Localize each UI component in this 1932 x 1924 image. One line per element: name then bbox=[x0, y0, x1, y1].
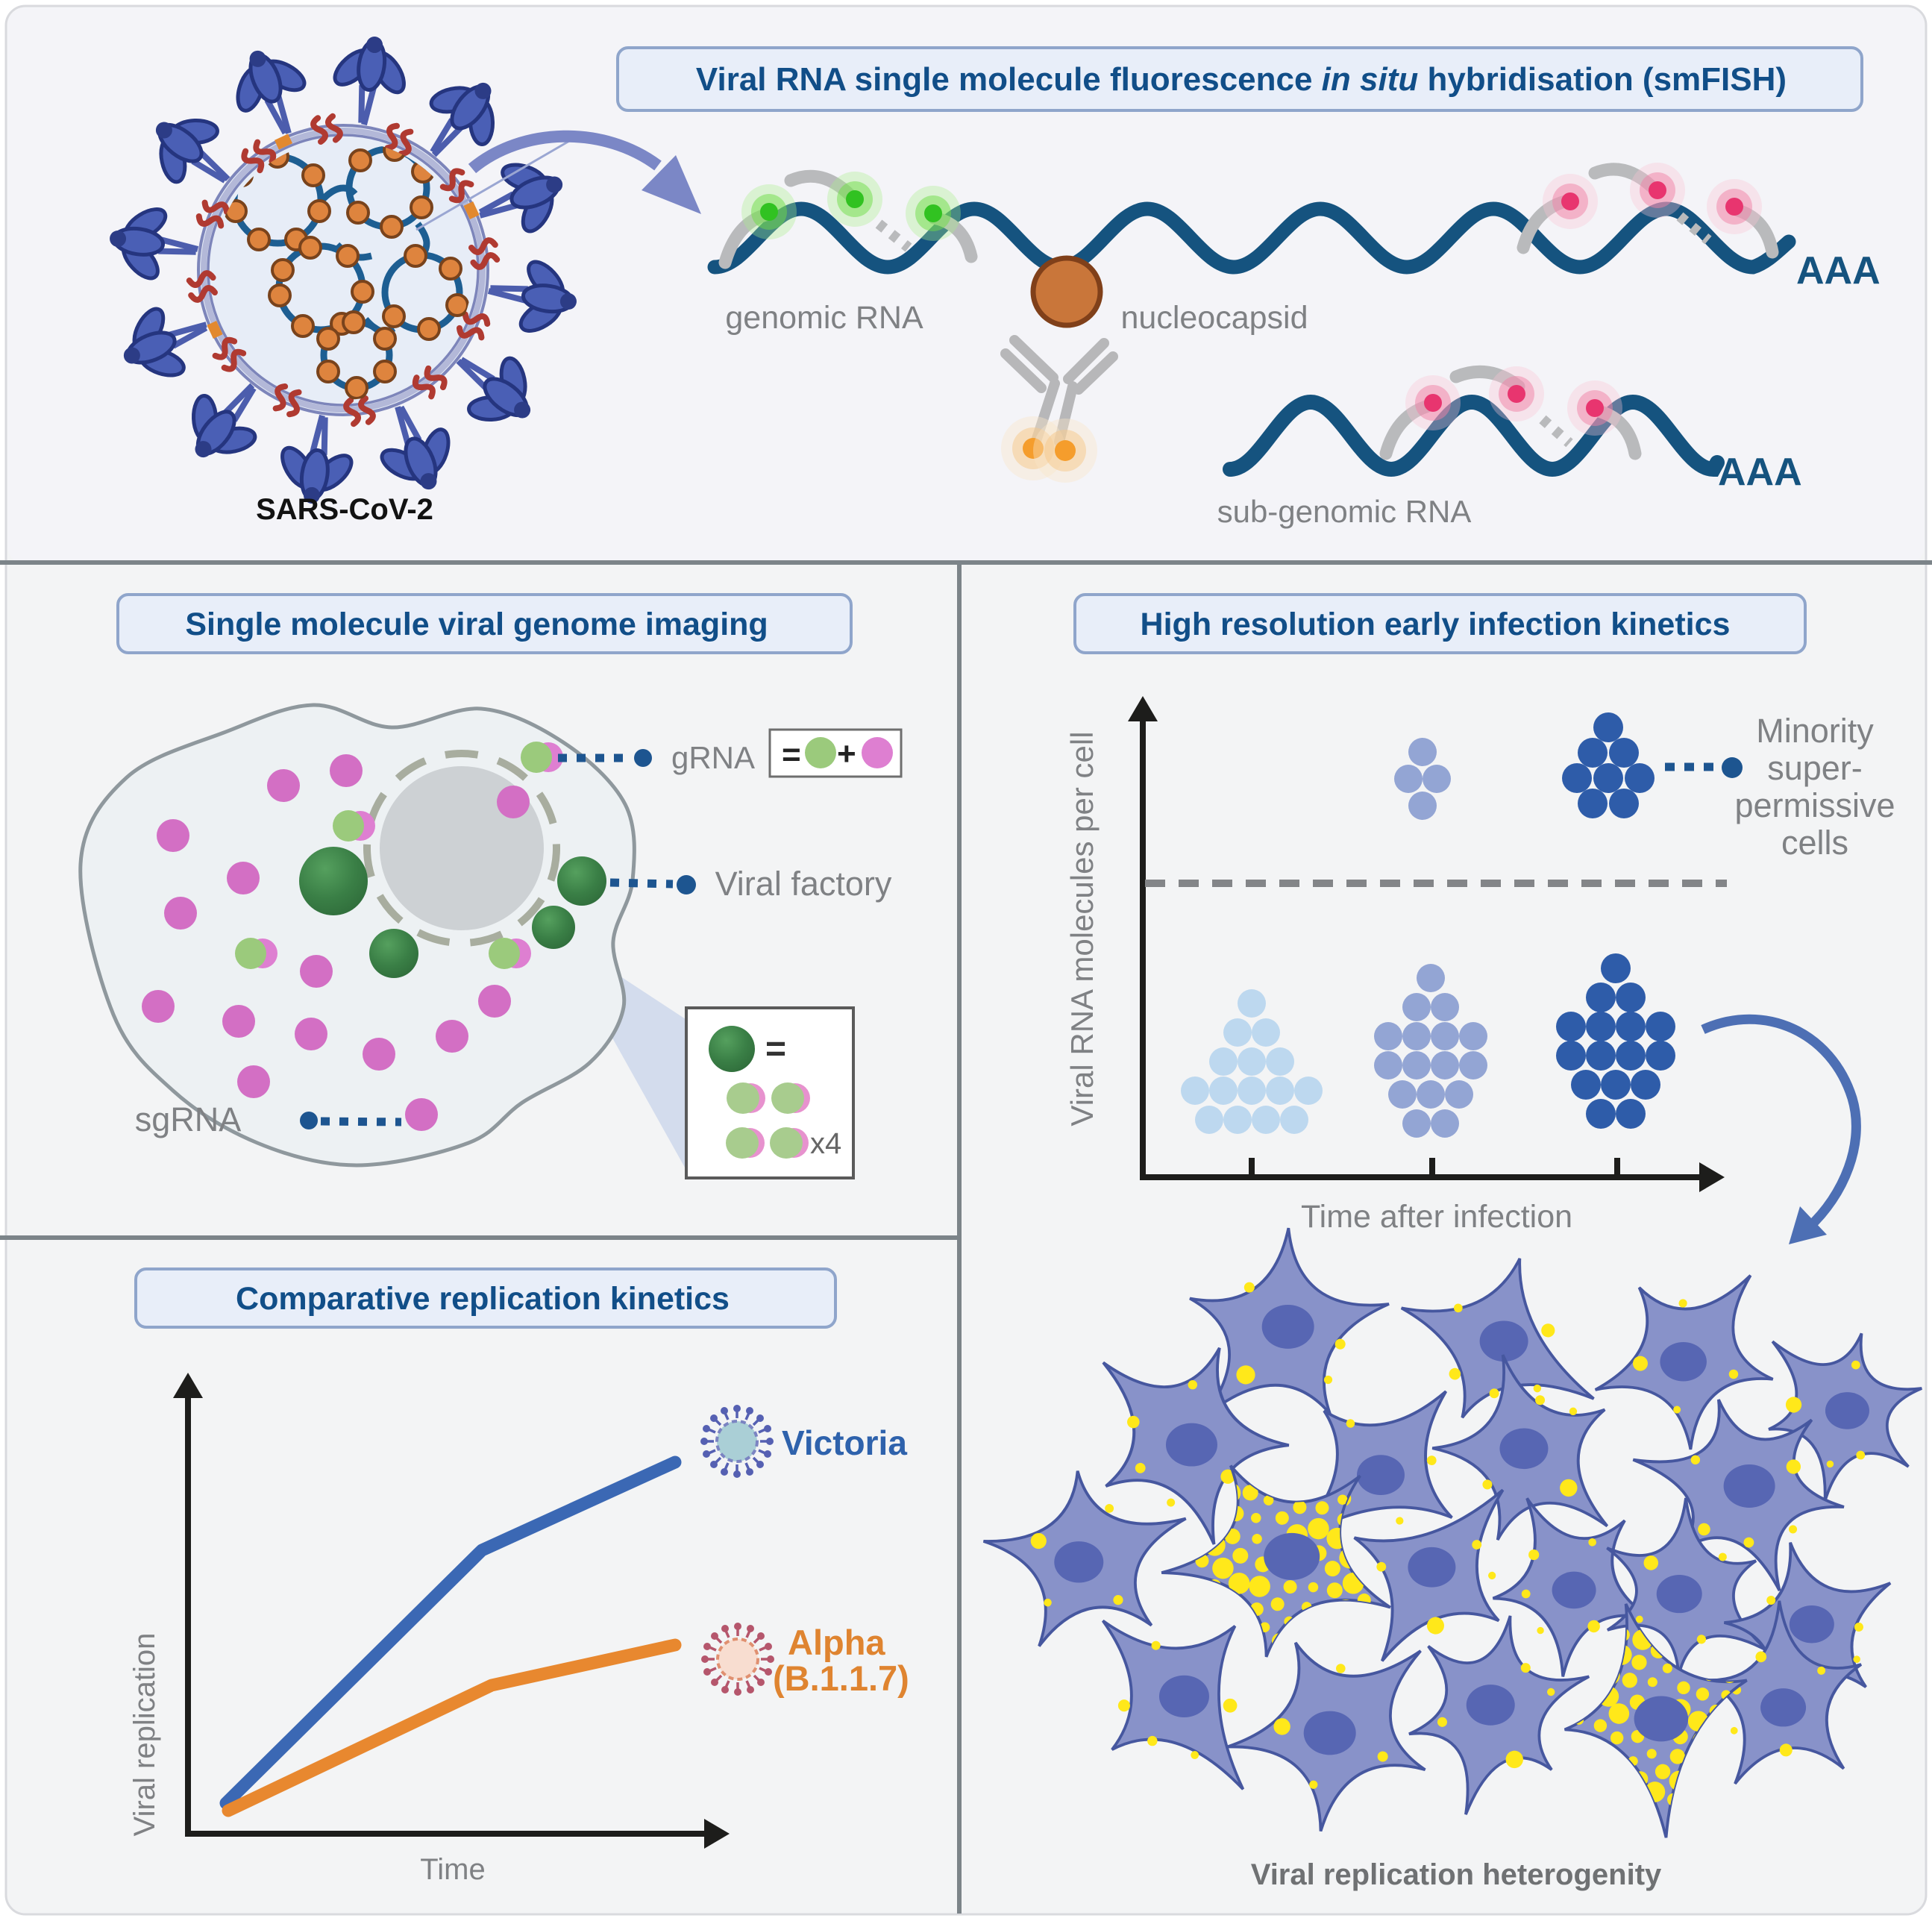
svg-text:sub-genomic RNA: sub-genomic RNA bbox=[1217, 494, 1472, 529]
svg-text:Time: Time bbox=[420, 1853, 485, 1886]
svg-text:Single molecule viral genome i: Single molecule viral genome imaging bbox=[185, 607, 768, 642]
svg-text:Comparative replication kineti: Comparative replication kinetics bbox=[236, 1281, 730, 1317]
svg-text:High resolution early infectio: High resolution early infection kinetics bbox=[1141, 607, 1731, 642]
svg-text:=: = bbox=[765, 1030, 786, 1069]
svg-text:Minority: Minority bbox=[1756, 712, 1874, 750]
svg-text:Viral replication: Viral replication bbox=[128, 1633, 161, 1837]
svg-text:Viral RNA molecules per cell: Viral RNA molecules per cell bbox=[1064, 731, 1100, 1126]
svg-text:AAA: AAA bbox=[1718, 451, 1802, 494]
svg-text:x4: x4 bbox=[810, 1127, 841, 1160]
svg-text:cells: cells bbox=[1781, 824, 1848, 862]
svg-text:Alpha: Alpha bbox=[788, 1623, 885, 1662]
svg-text:Victoria: Victoria bbox=[782, 1423, 907, 1462]
svg-text:Viral factory: Viral factory bbox=[715, 865, 892, 903]
svg-text:gRNA: gRNA bbox=[671, 740, 755, 775]
svg-text:Viral RNA single molecule fluo: Viral RNA single molecule fluorescence i… bbox=[696, 61, 1787, 98]
svg-text:genomic RNA: genomic RNA bbox=[725, 300, 923, 336]
svg-text:permissive: permissive bbox=[1734, 786, 1895, 824]
svg-text:SARS-CoV-2: SARS-CoV-2 bbox=[256, 493, 433, 526]
svg-text:nucleocapsid: nucleocapsid bbox=[1120, 300, 1308, 336]
svg-text:Viral replication heterogenity: Viral replication heterogenity bbox=[1251, 1858, 1662, 1891]
svg-text:Time after infection: Time after infection bbox=[1301, 1199, 1572, 1235]
svg-text:+: + bbox=[837, 736, 856, 772]
svg-text:super-: super- bbox=[1767, 749, 1863, 787]
svg-text:=: = bbox=[782, 736, 801, 773]
svg-text:AAA: AAA bbox=[1796, 249, 1881, 292]
svg-text:(B.1.1.7): (B.1.1.7) bbox=[773, 1658, 909, 1698]
svg-text:sgRNA: sgRNA bbox=[135, 1100, 242, 1138]
